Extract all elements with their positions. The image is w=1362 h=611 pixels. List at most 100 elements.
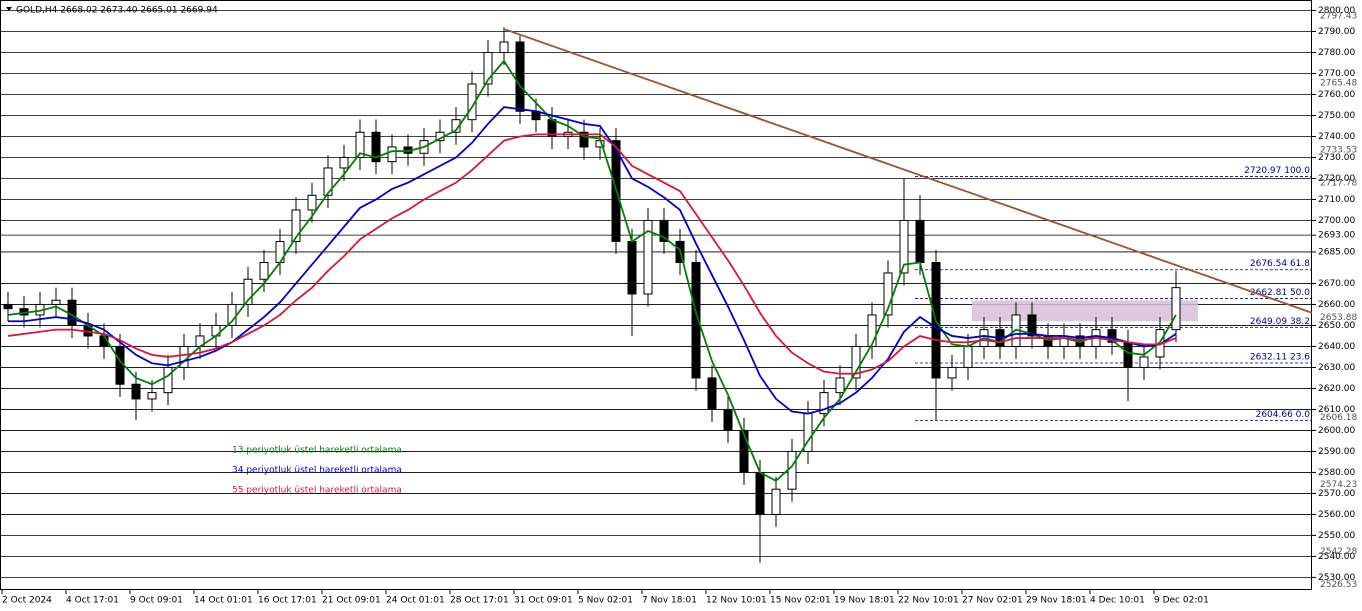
- candle-body: [723, 408, 733, 431]
- candle-body: [259, 261, 269, 280]
- fib-label: 2649.09 38.2: [1250, 317, 1310, 327]
- trendline: [504, 28, 1313, 314]
- x-tick-label: 31 Oct 09:01: [514, 596, 573, 606]
- candle-body: [915, 219, 925, 263]
- y-tick-label: 2570.00: [1318, 489, 1355, 499]
- candle-body: [51, 299, 61, 305]
- candle-body: [147, 392, 157, 400]
- x-tick-label: 9 Dec 02:01: [1154, 596, 1209, 606]
- x-tick-label: 5 Nov 02:01: [578, 596, 633, 606]
- candle-body: [131, 383, 141, 400]
- candle-body: [835, 377, 845, 394]
- y-tick-label: 2720.00: [1318, 174, 1355, 184]
- candle-body: [355, 131, 365, 158]
- y-tick-label: 2730.00: [1318, 153, 1355, 163]
- candle-body: [899, 219, 909, 274]
- x-tick-label: 28 Oct 17:01: [450, 596, 509, 606]
- y-tick-label: 2780.00: [1318, 48, 1355, 58]
- y-tick-label: 2540.00: [1318, 552, 1355, 562]
- y-tick-label: 2800.00: [1318, 6, 1355, 16]
- candle-body: [579, 131, 589, 148]
- candle-body: [883, 272, 893, 316]
- candle-body: [963, 345, 973, 368]
- y-tick-label: 2660.00: [1318, 300, 1355, 310]
- y-tick-label: 2590.00: [1318, 447, 1355, 457]
- candle-body: [771, 488, 781, 515]
- candle-body: [163, 366, 173, 394]
- minor-y-tick-label: 2526.53: [1320, 580, 1357, 590]
- fib-label: 2676.54 61.8: [1250, 259, 1310, 269]
- minor-y-tick-label: 2717.78: [1320, 179, 1357, 189]
- candle-body: [1139, 356, 1149, 368]
- minor-y-tick-label: 2765.48: [1320, 78, 1357, 88]
- plot-frame: [0, 0, 1312, 590]
- fib-label: 2632.11 23.6: [1250, 353, 1310, 363]
- candle-body: [1107, 329, 1117, 343]
- candle-body: [947, 366, 957, 379]
- candle-body: [819, 392, 829, 415]
- y-tick-label: 2770.00: [1318, 69, 1355, 79]
- candle-body: [499, 41, 509, 53]
- candle-body: [515, 41, 525, 112]
- minor-y-tick-label: 2542.28: [1320, 547, 1357, 557]
- candle-body: [643, 219, 653, 295]
- x-tick-label: 22 Nov 10:01: [898, 596, 959, 606]
- candle-body: [755, 471, 765, 515]
- y-tick-label: 2693.00: [1318, 231, 1355, 241]
- candle-body: [659, 219, 669, 242]
- fib-label: 2604.66 0.0: [1256, 410, 1311, 420]
- candle-body: [627, 240, 637, 295]
- x-tick-label: 16 Oct 17:01: [258, 596, 317, 606]
- ema-line: [7, 133, 1177, 375]
- x-tick-label: 29 Nov 18:01: [1026, 596, 1087, 606]
- candle-body: [291, 209, 301, 242]
- candle-body: [339, 156, 349, 169]
- y-tick-label: 2790.00: [1318, 27, 1355, 37]
- ema-line: [8, 106, 1177, 415]
- x-tick-label: 19 Nov 18:01: [834, 596, 895, 606]
- y-tick-label: 2560.00: [1318, 510, 1355, 520]
- candle-body: [387, 146, 397, 163]
- y-tick-label: 2610.00: [1318, 405, 1355, 415]
- candle-body: [739, 429, 749, 473]
- legend-entry: 34 periyotluk üstel hareketli ortalama: [232, 466, 402, 476]
- fib-label: 2662.81 50.0: [1250, 288, 1310, 298]
- legend-entry: 13 periyotluk üstel hareketli ortalama: [232, 446, 402, 456]
- y-tick-label: 2620.00: [1318, 384, 1355, 394]
- candle-body: [243, 278, 253, 305]
- candle-body: [691, 261, 701, 379]
- candle-body: [867, 314, 877, 347]
- menu-arrow[interactable]: [6, 7, 12, 11]
- y-tick-label: 2750.00: [1318, 111, 1355, 121]
- y-tick-label: 2580.00: [1318, 468, 1355, 478]
- x-tick-label: 15 Nov 02:01: [770, 596, 831, 606]
- x-tick-label: 4 Dec 10:01: [1090, 596, 1145, 606]
- y-tick-label: 2670.00: [1318, 279, 1355, 289]
- candle-body: [371, 131, 381, 163]
- x-tick-label: 4 Oct 17:01: [66, 596, 119, 606]
- candle-body: [307, 194, 317, 211]
- minor-y-tick-label: 2574.23: [1320, 480, 1357, 490]
- x-tick-label: 27 Nov 02:01: [962, 596, 1023, 606]
- x-tick-label: 9 Oct 09:01: [130, 596, 183, 606]
- candle-body: [851, 345, 861, 379]
- candle-body: [323, 167, 333, 196]
- candle-body: [1123, 341, 1133, 368]
- y-tick-label: 2650.00: [1318, 321, 1355, 331]
- candle-body: [787, 450, 797, 490]
- y-tick-label: 2710.00: [1318, 195, 1355, 205]
- y-tick-label: 2550.00: [1318, 531, 1355, 541]
- zone: [972, 300, 1198, 322]
- y-tick-label: 2600.00: [1318, 426, 1355, 436]
- x-tick-label: 21 Oct 09:01: [322, 596, 381, 606]
- y-tick-label: 2685.00: [1318, 247, 1355, 257]
- y-tick-label: 2700.00: [1318, 216, 1355, 226]
- candle-body: [1171, 287, 1181, 331]
- y-tick-label: 2630.00: [1318, 363, 1355, 373]
- y-tick-label: 2640.00: [1318, 342, 1355, 352]
- legend-entry: 55 periyotluk üstel hareketli ortalama: [232, 486, 402, 496]
- x-tick-label: 14 Oct 01:01: [194, 596, 253, 606]
- minor-y-tick-label: 2733.53: [1320, 146, 1357, 156]
